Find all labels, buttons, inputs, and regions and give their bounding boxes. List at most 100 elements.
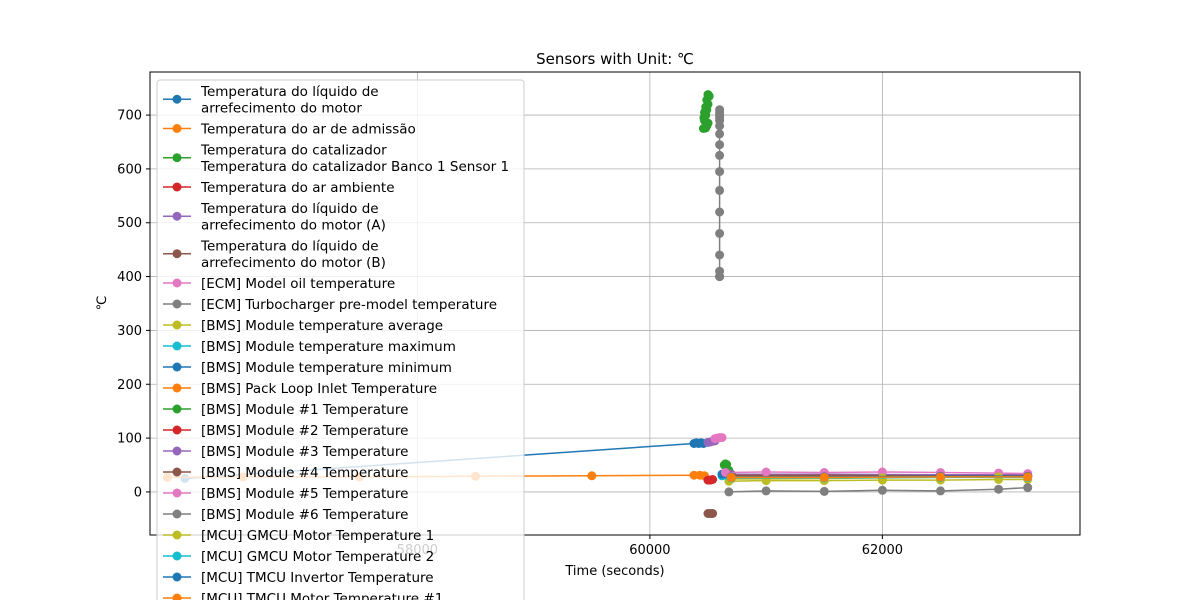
legend-marker xyxy=(172,572,182,582)
legend-item: [BMS] Module #6 Temperature xyxy=(163,507,408,523)
data-point xyxy=(708,509,718,518)
legend-marker xyxy=(172,446,182,456)
plot-area xyxy=(162,90,1033,518)
legend-item: [MCU] TMCU Motor Temperature #1 xyxy=(163,591,443,600)
legend-label: [BMS] Pack Loop Inlet Temperature xyxy=(201,381,437,397)
legend-item: Temperatura do ar de admissão xyxy=(163,122,416,138)
series-7 xyxy=(710,433,727,444)
legend-item: [BMS] Module #3 Temperature xyxy=(163,444,408,460)
y-tick-label: 400 xyxy=(117,270,142,285)
data-point xyxy=(1023,472,1033,482)
y-tick-label: 200 xyxy=(117,378,142,393)
data-point xyxy=(877,485,887,495)
legend-label: [MCU] TMCU Invertor Temperature xyxy=(201,570,434,586)
legend-label: [BMS] Module temperature maximum xyxy=(201,339,456,355)
legend-item: Temperatura do ar ambiente xyxy=(163,180,395,196)
legend-item: Temperatura do catalizador Temperatura do… xyxy=(163,143,509,176)
legend-marker xyxy=(172,530,182,540)
data-point xyxy=(587,471,597,481)
legend-label: [BMS] Module #3 Temperature xyxy=(201,444,408,460)
y-tick-label: 100 xyxy=(117,432,142,447)
data-point xyxy=(715,167,725,177)
legend-marker xyxy=(172,249,182,259)
data-point xyxy=(726,472,736,482)
legend-label: Temperatura do ar ambiente xyxy=(200,180,395,196)
y-tick-label: 300 xyxy=(117,324,142,339)
x-tick-label: 62000 xyxy=(862,543,903,558)
data-point xyxy=(994,484,1004,494)
data-point xyxy=(717,433,727,443)
data-point xyxy=(1023,483,1033,493)
legend-item: [BMS] Module temperature average xyxy=(163,318,443,334)
legend-label: [ECM] Turbocharger pre-model temperature xyxy=(201,297,497,313)
series-line xyxy=(725,471,1028,475)
legend-label: Temperatura do líquido de arrefecimento d… xyxy=(200,239,386,272)
legend-item: [BMS] Module #4 Temperature xyxy=(163,465,408,481)
series-13 xyxy=(719,459,734,475)
data-point xyxy=(715,129,725,139)
legend-label: Temperatura do líquido de arrefecimento d… xyxy=(200,84,379,117)
data-point xyxy=(819,472,829,482)
legend-marker xyxy=(172,153,182,163)
series-4 xyxy=(703,475,718,485)
legend-marker xyxy=(172,299,182,309)
data-point xyxy=(715,250,725,260)
x-tick-label: 60000 xyxy=(629,543,670,558)
y-axis-label: ℃ xyxy=(95,296,110,311)
y-tick-label: 600 xyxy=(117,162,142,177)
legend-item: [MCU] GMCU Motor Temperature 1 xyxy=(163,528,434,544)
data-point xyxy=(702,95,712,105)
series-18 xyxy=(724,483,1033,497)
legend-marker xyxy=(172,124,182,133)
data-point xyxy=(761,467,771,477)
legend-marker xyxy=(172,509,182,519)
y-tick-label: 500 xyxy=(117,216,142,231)
legend-marker xyxy=(172,593,182,600)
chart-title: Sensors with Unit: ℃ xyxy=(536,50,694,68)
legend-item: [BMS] Module #2 Temperature xyxy=(163,423,408,439)
series-22 xyxy=(726,472,1033,482)
data-point xyxy=(936,486,945,496)
y-tick-label: 0 xyxy=(134,485,142,500)
legend-marker xyxy=(172,488,182,498)
x-axis-label: Time (seconds) xyxy=(564,564,664,579)
legend-label: [MCU] GMCU Motor Temperature 2 xyxy=(201,549,434,565)
legend-label: [BMS] Module #5 Temperature xyxy=(201,486,408,502)
y-axis: 0 100 200 300 400 500 600 700 xyxy=(117,109,150,500)
legend-marker xyxy=(172,467,182,477)
data-point xyxy=(708,475,718,484)
legend-label: Temperatura do catalizador Temperatura do… xyxy=(200,143,509,176)
series-8 xyxy=(715,105,725,282)
plot-frame xyxy=(149,71,1081,536)
legend-marker xyxy=(172,404,182,414)
data-point xyxy=(761,486,771,496)
legend-label: [BMS] Module temperature minimum xyxy=(201,360,452,376)
legend-item: [MCU] GMCU Motor Temperature 2 xyxy=(163,549,434,565)
legend-marker xyxy=(172,94,182,104)
legend-marker xyxy=(172,341,182,351)
legend-box xyxy=(156,79,525,600)
data-point xyxy=(724,487,734,497)
series-6 xyxy=(703,509,718,518)
legend-label: [ECM] Model oil temperature xyxy=(201,276,395,292)
y-tick-label: 700 xyxy=(117,109,142,124)
legend-label: [MCU] GMCU Motor Temperature 1 xyxy=(201,528,434,544)
legend-item: [ECM] Model oil temperature xyxy=(163,276,395,292)
legend-label: [BMS] Module #6 Temperature xyxy=(201,507,408,523)
series-line xyxy=(731,476,1028,479)
legend-item: [ECM] Turbocharger pre-model temperature xyxy=(163,297,497,313)
legend-marker xyxy=(172,551,182,561)
legend-item: [BMS] Module temperature maximum xyxy=(163,339,456,355)
legend-item: Temperatura do líquido de arrefecimento d… xyxy=(163,84,379,117)
legend-label: [BMS] Module #4 Temperature xyxy=(201,465,408,481)
data-point xyxy=(936,472,945,482)
data-point xyxy=(715,207,725,217)
legend-item: [MCU] TMCU Invertor Temperature xyxy=(163,570,434,586)
legend-label: [BMS] Module #1 Temperature xyxy=(201,402,408,418)
legend-item: [BMS] Pack Loop Inlet Temperature xyxy=(163,381,437,397)
legend-marker xyxy=(172,425,182,435)
legend-label: Temperatura do ar de admissão xyxy=(200,122,416,138)
series-3 xyxy=(698,90,714,133)
data-point xyxy=(819,486,829,496)
